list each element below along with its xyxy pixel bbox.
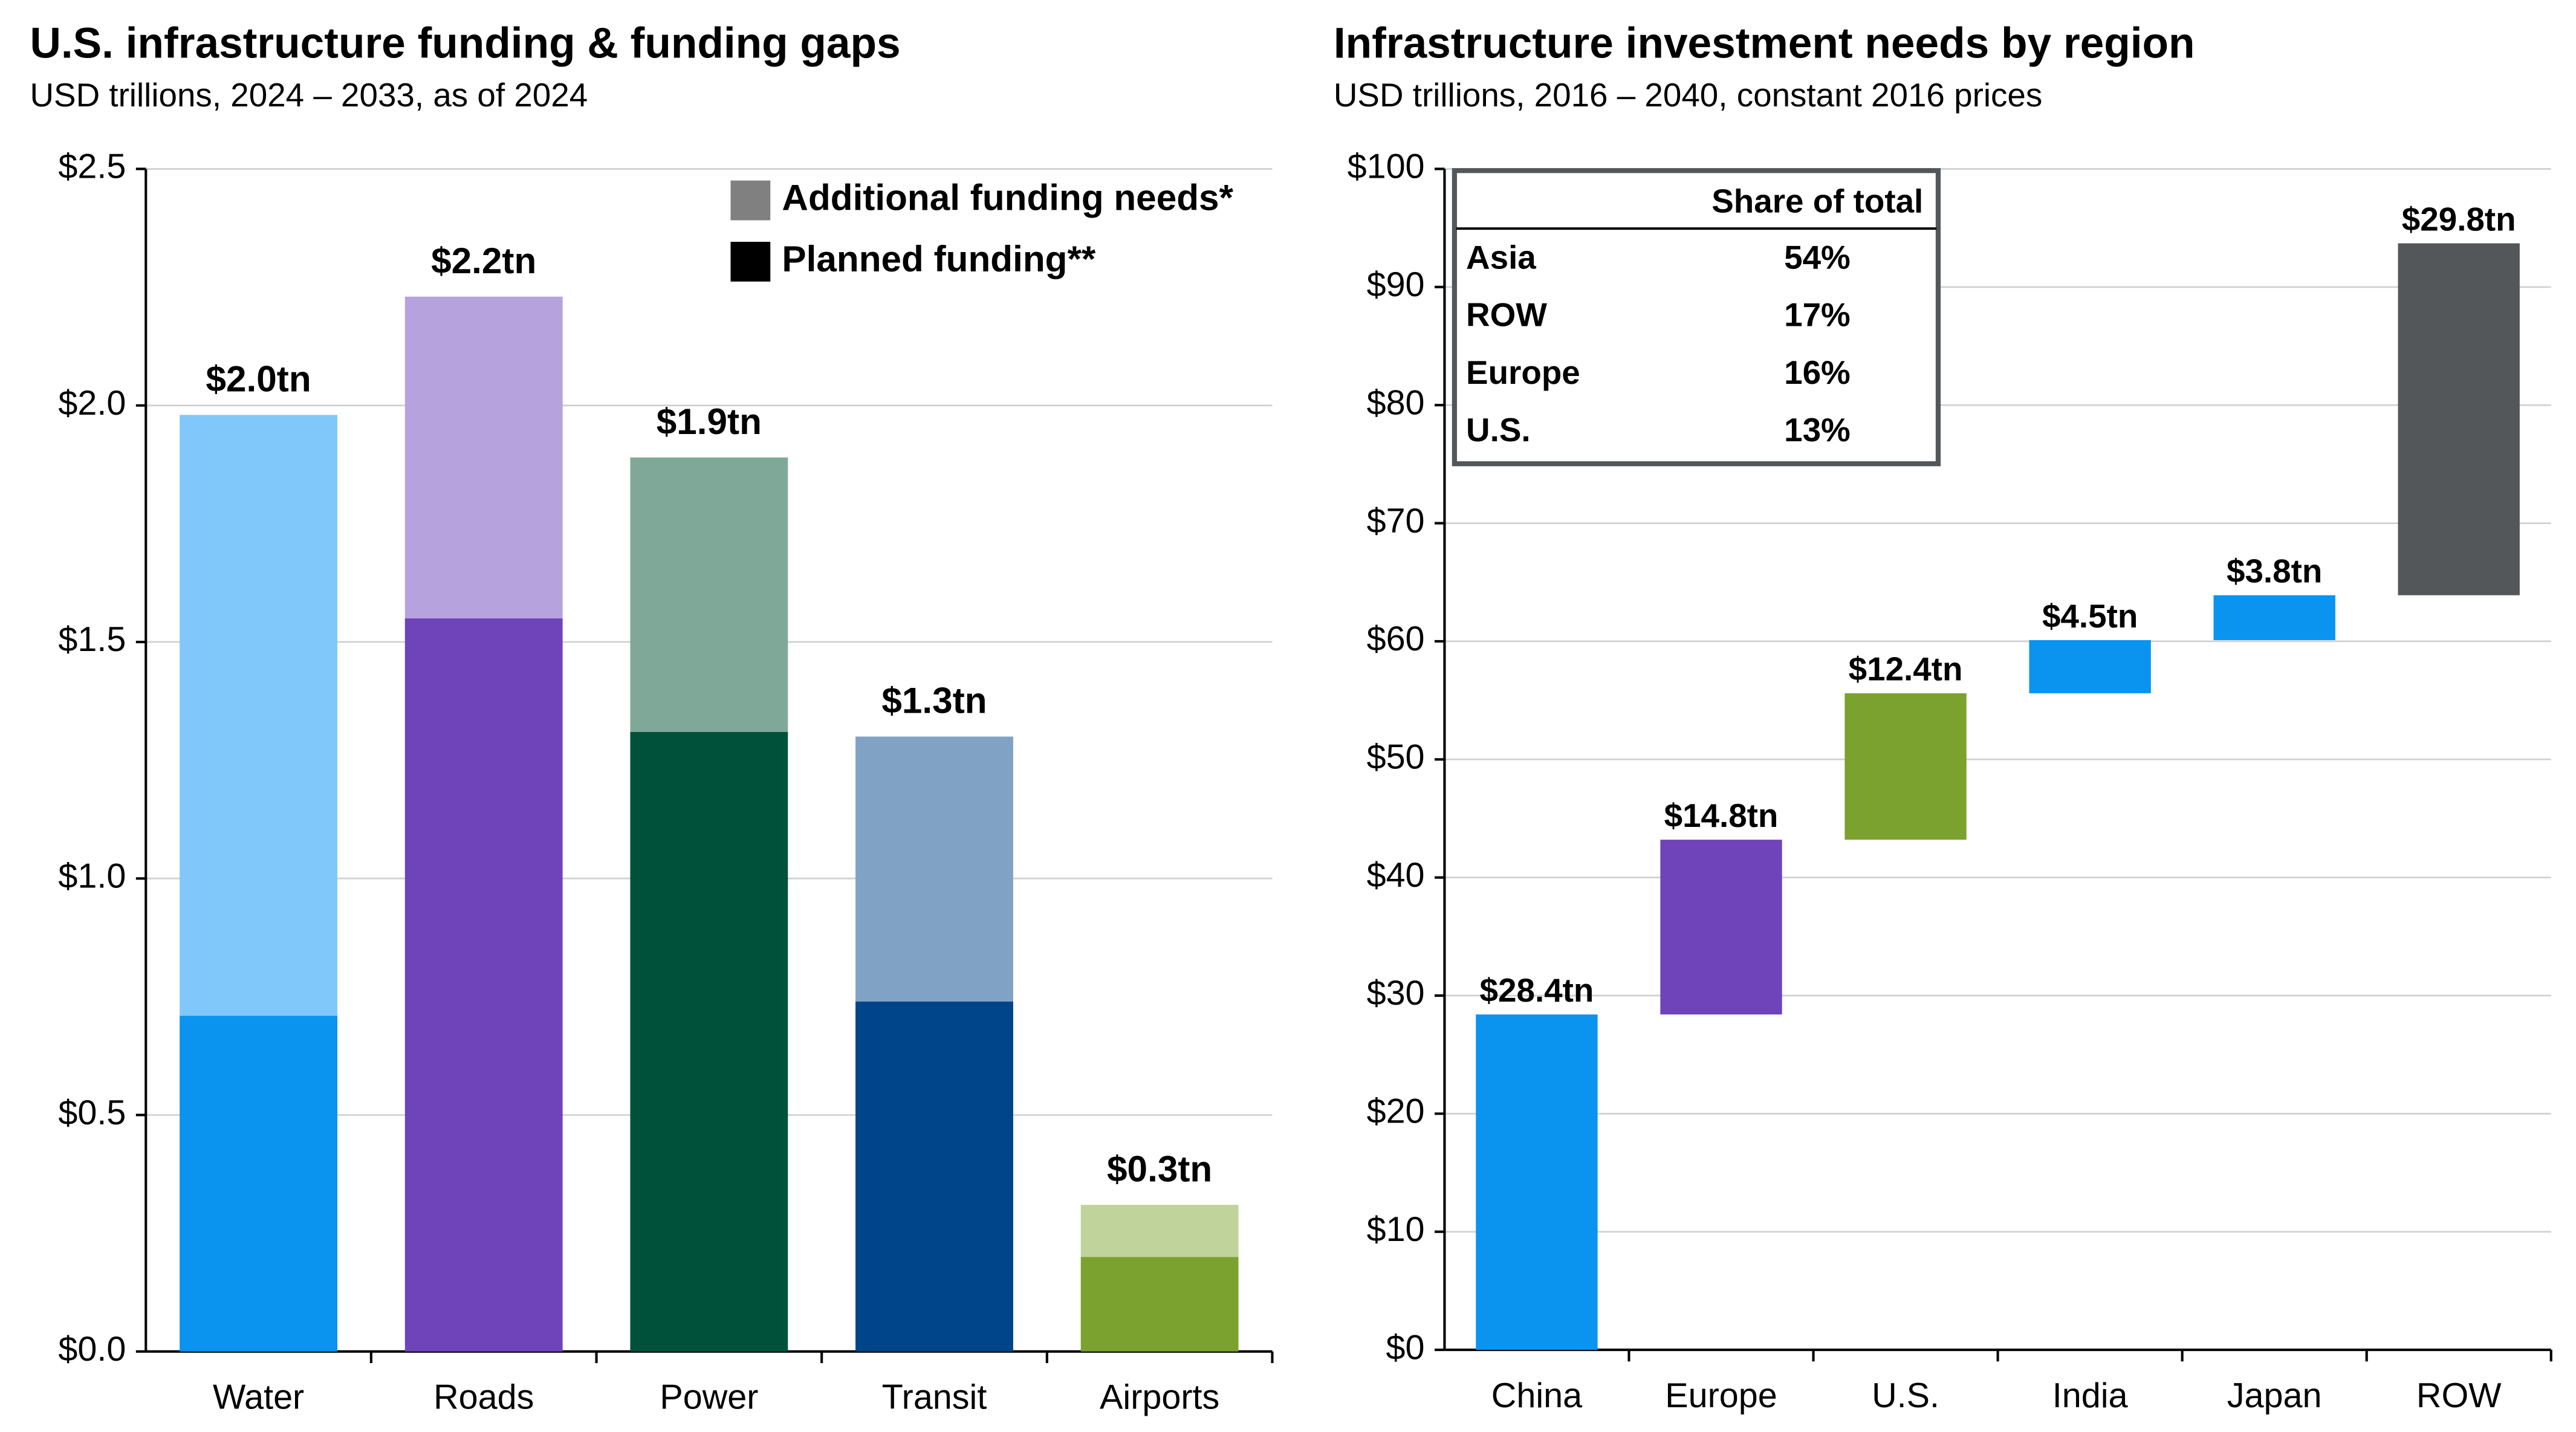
- bar: [1660, 840, 1782, 1015]
- y-tick-label: $2.5: [58, 147, 126, 186]
- table-label: ROW: [1466, 296, 1547, 334]
- table-share: 13%: [1784, 411, 1851, 449]
- value-label: $28.4tn: [1480, 971, 1594, 1009]
- table-header: Share of total: [1711, 182, 1923, 219]
- legend-label: Planned funding**: [782, 238, 1095, 279]
- x-tick-label: Power: [660, 1378, 758, 1416]
- chart-subtitle: USD trillions, 2016 – 2040, constant 201…: [1334, 76, 2042, 114]
- total-label: $0.3tn: [1107, 1148, 1212, 1189]
- y-tick-label: $70: [1367, 502, 1425, 540]
- value-label: $4.5tn: [2042, 597, 2138, 635]
- table-label: Europe: [1466, 354, 1580, 391]
- bar: [2213, 595, 2335, 640]
- y-tick-label: $0: [1386, 1328, 1425, 1367]
- y-tick-label: $90: [1367, 265, 1425, 304]
- table-share: 16%: [1784, 354, 1851, 391]
- y-tick-label: $100: [1348, 147, 1425, 186]
- x-tick-label: U.S.: [1872, 1376, 1939, 1415]
- x-tick-label: China: [1491, 1376, 1582, 1415]
- y-tick-label: $0.5: [58, 1093, 126, 1132]
- bar-segment: [180, 1016, 338, 1352]
- bar-segment: [1080, 1205, 1239, 1257]
- x-tick-label: Water: [213, 1378, 304, 1416]
- x-tick-label: Europe: [1665, 1376, 1777, 1415]
- bar: [1476, 1014, 1598, 1350]
- table-share: 17%: [1784, 296, 1851, 334]
- x-tick-label: Roads: [433, 1378, 534, 1416]
- y-tick-label: $1.0: [58, 857, 126, 895]
- chart-title: U.S. infrastructure funding & funding ga…: [30, 20, 900, 68]
- total-label: $1.3tn: [881, 680, 987, 721]
- total-label: $1.9tn: [657, 401, 762, 442]
- value-label: $12.4tn: [1849, 650, 1963, 688]
- bar-segment: [1080, 1257, 1239, 1352]
- bar-segment: [855, 1001, 1013, 1352]
- x-tick-label: India: [2052, 1376, 2128, 1415]
- bar-segment: [180, 415, 338, 1016]
- legend-swatch: [730, 242, 771, 282]
- legend-swatch: [730, 180, 771, 221]
- y-tick-label: $30: [1367, 974, 1425, 1012]
- bar: [2029, 640, 2151, 693]
- x-tick-label: Transit: [882, 1378, 987, 1416]
- y-tick-label: $10: [1367, 1210, 1425, 1249]
- y-tick-label: $0.0: [58, 1330, 126, 1369]
- total-label: $2.2tn: [431, 240, 536, 281]
- y-tick-label: $20: [1367, 1092, 1425, 1131]
- value-label: $29.8tn: [2402, 200, 2516, 238]
- table-box: [1452, 168, 1941, 467]
- x-tick-label: Japan: [2227, 1376, 2322, 1415]
- bar: [1844, 693, 1967, 840]
- chart-title: Infrastructure investment needs by regio…: [1334, 20, 2195, 68]
- y-tick-label: $1.5: [58, 620, 126, 659]
- table-label: U.S.: [1466, 411, 1531, 449]
- bar-segment: [404, 296, 563, 618]
- table-share: 54%: [1784, 239, 1851, 276]
- x-tick-label: ROW: [2416, 1376, 2502, 1415]
- y-tick-label: $40: [1367, 856, 1425, 895]
- y-tick-label: $50: [1367, 737, 1425, 776]
- y-tick-label: $60: [1367, 620, 1425, 658]
- legend-label: Additional funding needs*: [782, 177, 1233, 218]
- chart-subtitle: USD trillions, 2024 – 2033, as of 2024: [30, 76, 588, 114]
- table-label: Asia: [1466, 239, 1536, 276]
- bar: [2398, 243, 2520, 595]
- total-label: $2.0tn: [206, 358, 311, 400]
- bar-segment: [630, 731, 788, 1352]
- bar-segment: [630, 457, 788, 732]
- y-tick-label: $2.0: [58, 384, 126, 423]
- value-label: $3.8tn: [2227, 552, 2322, 590]
- bar-segment: [855, 736, 1013, 1002]
- bar-segment: [404, 618, 563, 1352]
- value-label: $14.8tn: [1664, 797, 1779, 834]
- y-tick-label: $80: [1367, 383, 1425, 422]
- x-tick-label: Airports: [1100, 1378, 1219, 1416]
